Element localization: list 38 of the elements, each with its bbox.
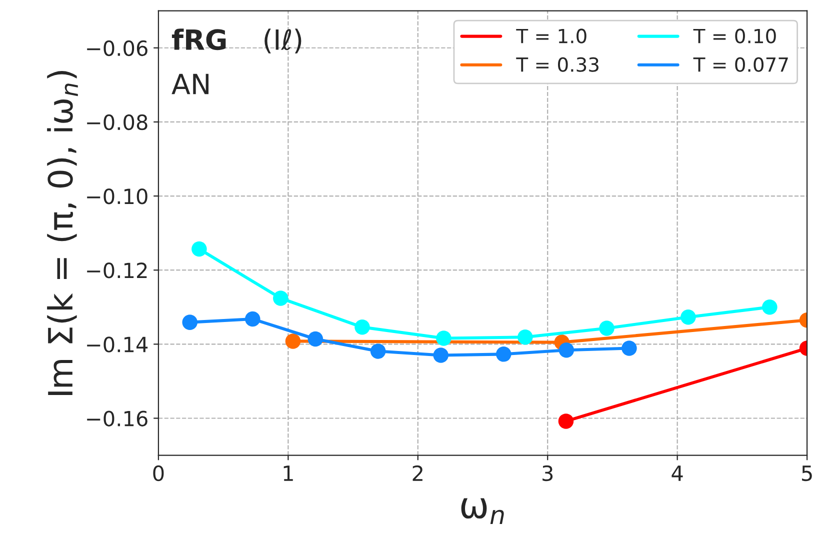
y-tick-label: −0.16: [87, 410, 148, 426]
point: [558, 342, 574, 358]
x-tick-label: 1: [284, 466, 293, 481]
point: [518, 329, 533, 345]
point: [436, 330, 452, 346]
y-tick-label: −0.06: [87, 40, 148, 56]
legend-label: T = 1.0: [516, 28, 586, 44]
point: [762, 299, 778, 315]
point: [599, 320, 614, 336]
point: [244, 311, 260, 327]
legend-label: T = 0.33: [516, 57, 598, 72]
point: [273, 290, 288, 306]
legend-label: T = 0.10: [693, 28, 776, 44]
annotation: fRG: [172, 28, 226, 50]
point: [308, 331, 324, 347]
x-tick-label: 5: [802, 466, 812, 482]
point: [192, 241, 207, 257]
annotation: AN: [172, 74, 208, 94]
y-tick-label: −0.08: [87, 114, 148, 130]
y-tick-label: −0.12: [87, 262, 147, 278]
y-axis-title: Im Σ(k = (π, 0), iω$_{n}$): [47, 71, 78, 395]
x-tick-label: 2: [412, 465, 422, 481]
legend-label: T = 0.077: [693, 57, 788, 72]
point: [354, 319, 370, 335]
point: [622, 340, 637, 356]
y-tick-label: −0.14: [87, 336, 148, 352]
point: [680, 309, 696, 325]
point: [182, 314, 198, 330]
x-tick-label: 3: [542, 465, 553, 482]
point: [496, 346, 512, 362]
x-axis-title: ω$_{n}$: [461, 498, 504, 524]
y-tick-label: −0.10: [87, 188, 148, 204]
point: [370, 344, 386, 359]
point: [433, 348, 448, 363]
x-tick-label: 4: [672, 466, 683, 481]
x-tick-label: 0: [153, 465, 164, 482]
annotation: (Iℓ): [264, 28, 302, 54]
point: [285, 334, 301, 349]
